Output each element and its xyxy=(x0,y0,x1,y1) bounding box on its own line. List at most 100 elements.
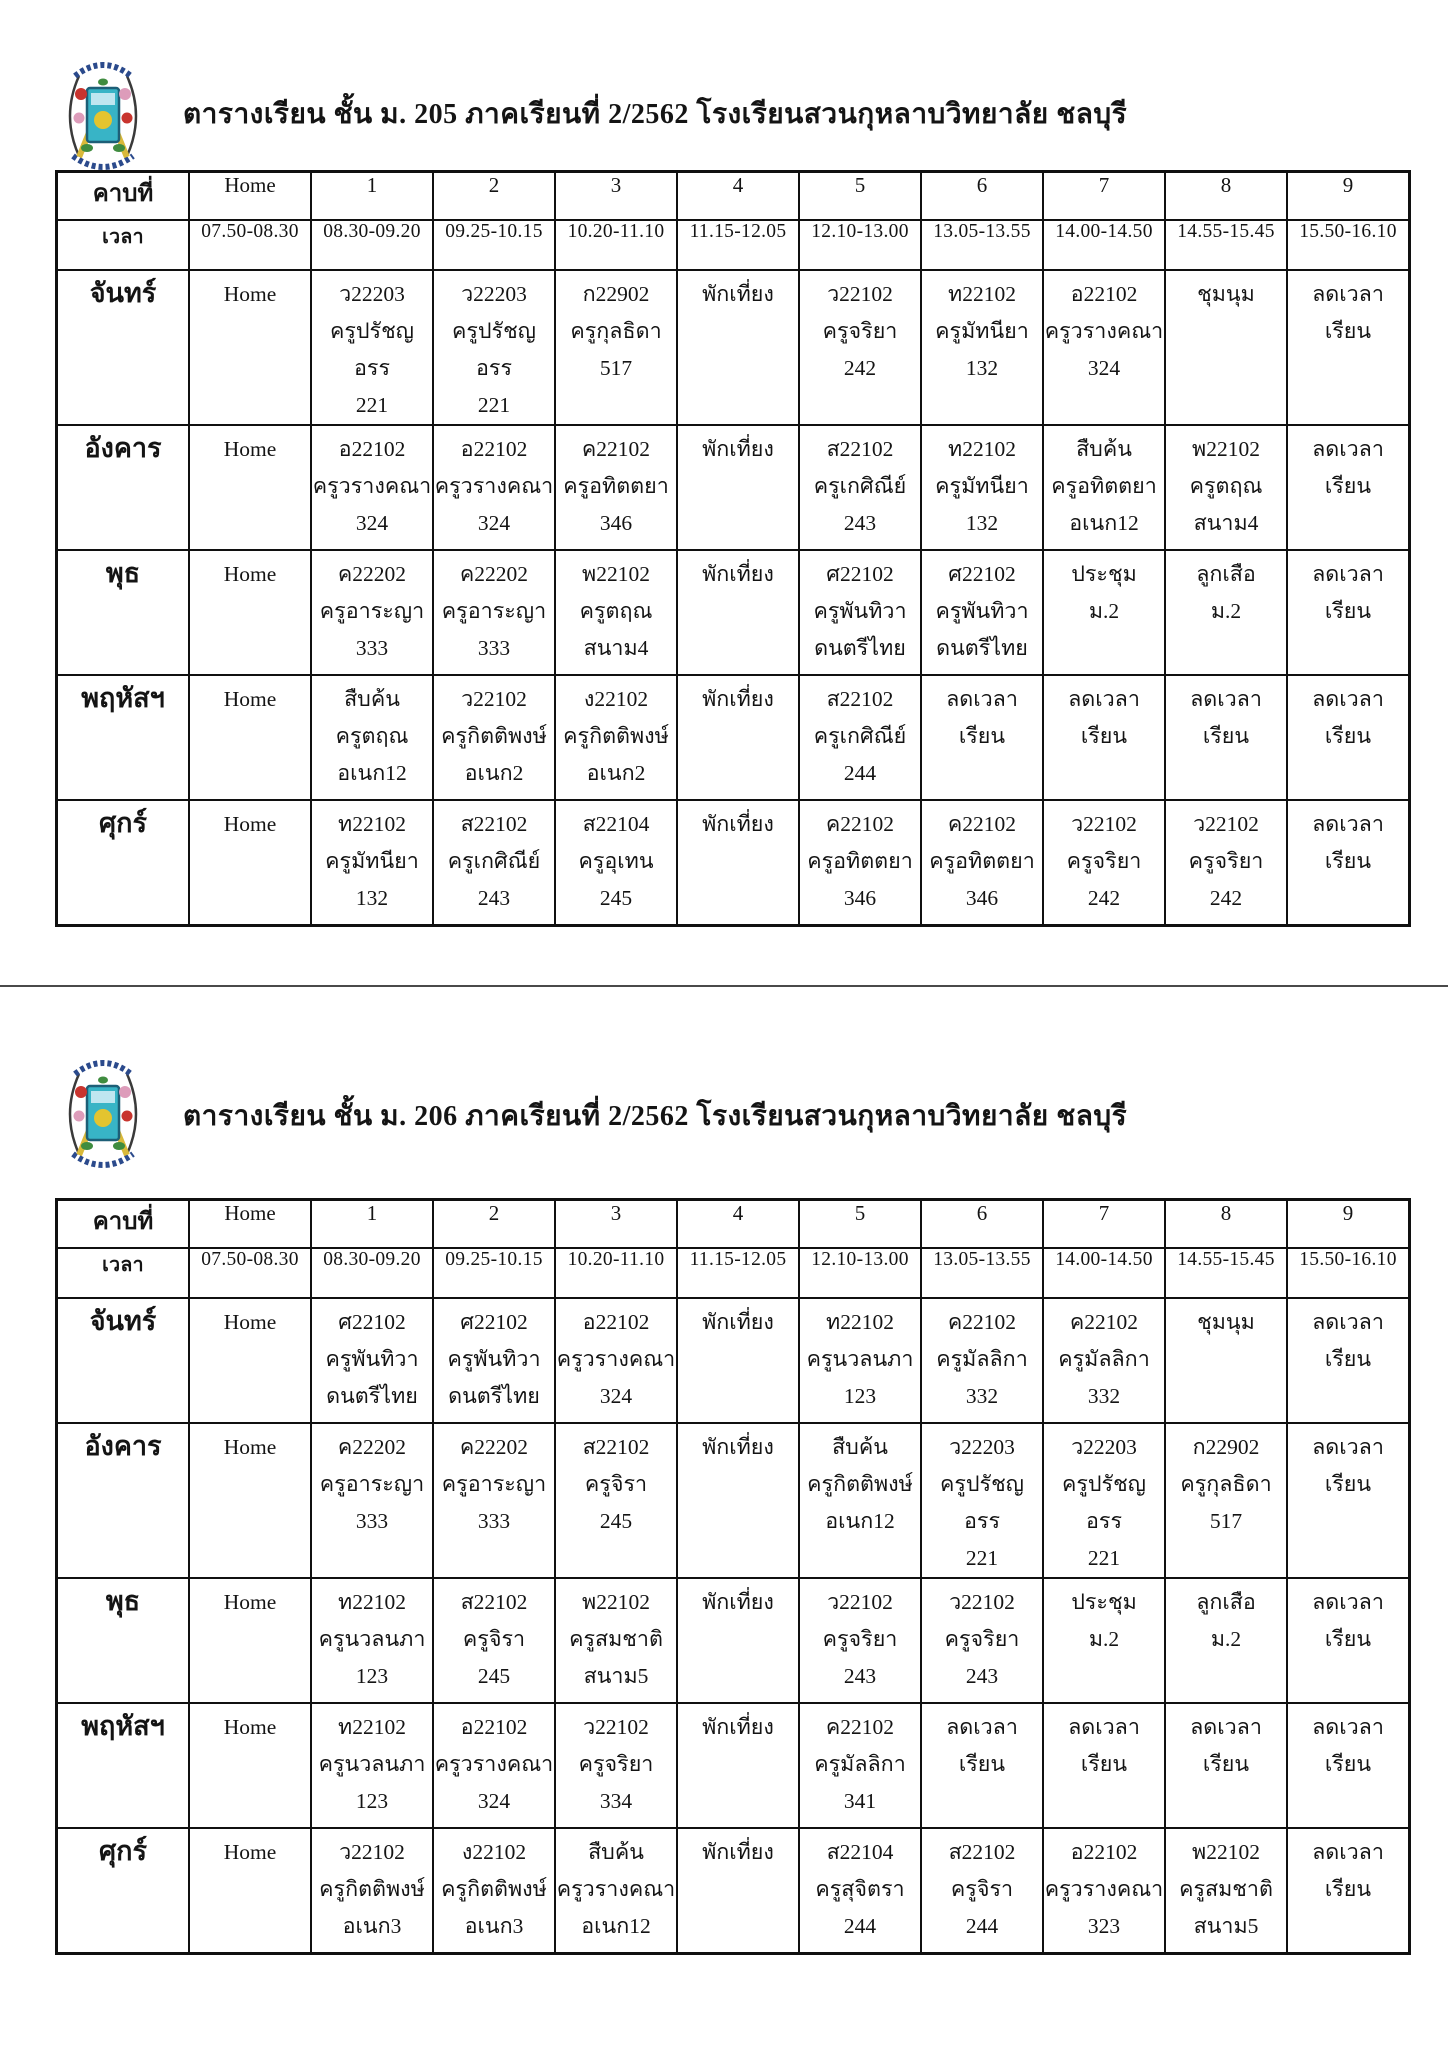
lesson-cell-line: ครูอทิตตยา xyxy=(1051,474,1157,498)
lesson-cell: Home xyxy=(188,1577,312,1704)
lesson-cell: พักเที่ยง xyxy=(676,549,800,676)
lesson-cell-line: เรียน xyxy=(1324,474,1372,498)
lesson-cell-line: ค22202 xyxy=(337,562,407,586)
lesson-cell-line: ส22102 xyxy=(826,687,894,711)
period-number: 9 xyxy=(1286,170,1411,221)
lesson-cell-line: 346 xyxy=(843,886,877,910)
lesson-cell-line: สนาม4 xyxy=(583,636,649,660)
lesson-cell: พักเที่ยง xyxy=(676,1702,800,1829)
lesson-cell-line: ครูตฤณ xyxy=(579,599,653,623)
lesson-cell: ง22102 ครูกิตติพงษ์ อเนก3 xyxy=(432,1827,556,1955)
day-row: พฤหัสฯ Home ท22102 ครูนวลนภา 123 อ22102 ครูวรา… xyxy=(55,1702,1411,1829)
lesson-cell-line: สนาม5 xyxy=(1193,1914,1259,1938)
lesson-cell-line: 221 xyxy=(965,1546,999,1570)
lesson-cell-line: อเนก3 xyxy=(464,1914,524,1938)
lesson-cell: Home xyxy=(188,269,312,426)
lesson-cell-line: ครูสมชาติ xyxy=(1179,1877,1273,1901)
period-number: 6 xyxy=(920,170,1044,221)
lesson-cell: ท22102 ครูมัทนียา 132 xyxy=(920,424,1044,551)
lesson-cell-line: 332 xyxy=(1087,1384,1121,1408)
lesson-cell: ก22902 ครูกุลธิดา 517 xyxy=(554,269,678,426)
lesson-cell: ลดเวลา เรียน xyxy=(1286,1827,1411,1955)
time-range: 15.50-16.10 xyxy=(1286,1247,1411,1299)
lesson-cell-line: ครูอาระญา xyxy=(441,1472,547,1496)
time-range: 13.05-13.55 xyxy=(920,219,1044,271)
lesson-cell-line: ครูมัลลิกา xyxy=(814,1752,906,1776)
day-name: พุธ xyxy=(55,1577,190,1704)
lesson-cell-line: ลดเวลา xyxy=(1312,1590,1384,1614)
time-range: 08.30-09.20 xyxy=(310,219,434,271)
lesson-cell-line: ว22102 xyxy=(827,1590,893,1614)
lesson-cell-line: ลดเวลา xyxy=(1068,1715,1140,1739)
lesson-cell-line: ชุมนุม xyxy=(1197,1310,1255,1334)
lesson-cell: พ22102 ครูสมชาติ สนาม5 xyxy=(1164,1827,1288,1955)
lesson-cell-line: ลูกเสือ xyxy=(1196,562,1256,586)
time-range: 15.50-16.10 xyxy=(1286,219,1411,271)
lesson-cell-line: ครูอาระญา xyxy=(441,599,547,623)
lesson-cell-line: ลดเวลา xyxy=(1312,1435,1384,1459)
lesson-cell-line: 333 xyxy=(477,1509,511,1533)
lesson-cell-line: เรียน xyxy=(1202,724,1250,748)
lesson-cell-line: ว22203 xyxy=(949,1435,1015,1459)
lesson-cell-line: ครูสุจิตรา xyxy=(815,1877,905,1901)
lesson-cell-line: ครูวรางคณา xyxy=(312,474,432,498)
lesson-cell-line: ลดเวลา xyxy=(946,687,1018,711)
lesson-cell-line: ประชุม xyxy=(1071,1590,1137,1614)
lesson-cell-line: อ22102 xyxy=(460,437,528,461)
lesson-cell: ว22102 ครูจริยา 242 xyxy=(798,269,922,426)
lesson-cell-line: ครูวรางคณา xyxy=(556,1347,676,1371)
lesson-cell-line: ครูตฤณ xyxy=(335,724,409,748)
lesson-cell-line: พักเที่ยง xyxy=(702,812,774,836)
lesson-cell-line: เรียน xyxy=(1202,1752,1250,1776)
lesson-cell: ลดเวลา เรียน xyxy=(1042,674,1166,801)
lesson-cell: Home xyxy=(188,1827,312,1955)
lesson-cell-line: ครูจริยา xyxy=(1066,849,1142,873)
lesson-cell-line: ลดเวลา xyxy=(1312,437,1384,461)
period-number: 2 xyxy=(432,1198,556,1249)
lesson-cell-line: ท22102 xyxy=(338,1715,406,1739)
lesson-cell-line: ท22102 xyxy=(338,812,406,836)
lesson-cell-line: ศ22102 xyxy=(826,562,894,586)
lesson-cell-line: สนาม5 xyxy=(583,1664,649,1688)
lesson-cell: ค22102 ครูมัลลิกา 332 xyxy=(1042,1297,1166,1424)
lesson-cell: สืบค้น ครูอทิตตยา อเนก12 xyxy=(1042,424,1166,551)
lesson-cell-line: ส22102 xyxy=(460,1590,528,1614)
lesson-cell-line: เรียน xyxy=(1324,1472,1372,1496)
lesson-cell-line: 243 xyxy=(965,1664,999,1688)
lesson-cell: พ22102 ครูตฤณ สนาม4 xyxy=(554,549,678,676)
lesson-cell: ส22102 ครูจิรา 245 xyxy=(554,1422,678,1579)
lesson-cell: พักเที่ยง xyxy=(676,674,800,801)
time-range: 09.25-10.15 xyxy=(432,219,556,271)
crest-frame-left-arc xyxy=(68,1073,81,1155)
time-range: 07.50-08.30 xyxy=(188,219,312,271)
lesson-cell-line: 132 xyxy=(965,356,999,380)
lesson-cell-line: พักเที่ยง xyxy=(702,437,774,461)
crest-motto-bottom-arc xyxy=(71,1151,135,1168)
crest-motto-bottom-arc xyxy=(71,153,135,170)
crest-leaf-top xyxy=(98,1076,108,1084)
lesson-cell-line: ลดเวลา xyxy=(1312,1310,1384,1334)
lesson-cell: ลดเวลาเรียน xyxy=(1286,424,1411,551)
period-number: Home xyxy=(188,1198,312,1249)
lesson-cell-line: ง22102 xyxy=(583,687,649,711)
lesson-cell-line: ส22102 xyxy=(826,437,894,461)
lesson-cell-line: พักเที่ยง xyxy=(702,1590,774,1614)
lesson-cell: ง22102 ครูกิตติพงษ์ อเนก2 xyxy=(554,674,678,801)
lesson-cell-line: Home xyxy=(223,1310,277,1334)
lesson-cell: ส22104 ครูสุจิตรา 244 xyxy=(798,1827,922,1955)
lesson-cell-line: 242 xyxy=(1209,886,1243,910)
lesson-cell-line: 517 xyxy=(599,356,633,380)
period-number: 8 xyxy=(1164,170,1288,221)
lesson-cell-line: สืบค้น xyxy=(1076,437,1132,461)
lesson-cell-line: อเนก12 xyxy=(581,1914,651,1938)
lesson-cell: ลดเวลา เรียน xyxy=(1286,1577,1411,1704)
lesson-cell-line: ครูพันทิวา xyxy=(325,1347,419,1371)
lesson-cell: พักเที่ยง xyxy=(676,424,800,551)
lesson-cell-line: ว22203 xyxy=(1071,1435,1137,1459)
lesson-cell: ศ22102 ครูพันทิวา ดนตรีไทย xyxy=(798,549,922,676)
lesson-cell: Home xyxy=(188,549,312,676)
lesson-cell: ว22203 ครูปรัชญอรร 221 xyxy=(920,1422,1044,1579)
lesson-cell: ว22102 ครูจริยา 334 xyxy=(554,1702,678,1829)
lesson-cell: ท22102 ครูนวลนภา 123 xyxy=(798,1297,922,1424)
lesson-cell-line: ว22203 xyxy=(461,282,527,306)
